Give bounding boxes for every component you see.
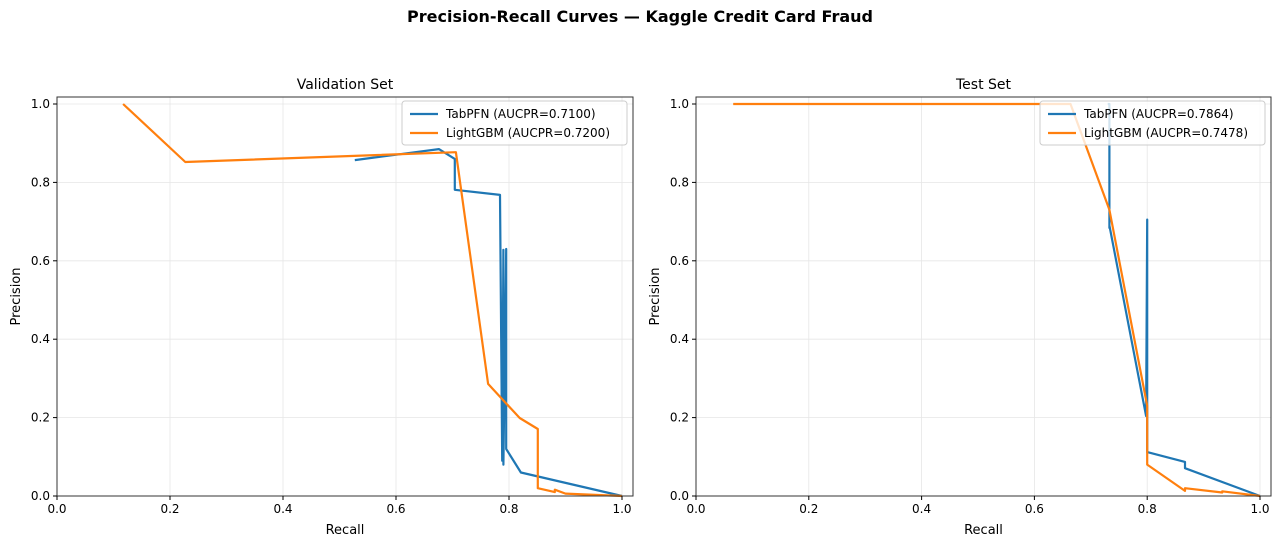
y-tick-label: 0.0 [31, 489, 50, 503]
y-axis-label: Precision [648, 267, 663, 325]
x-tick-label: 0.8 [1138, 502, 1157, 516]
x-tick-label: 1.0 [612, 502, 631, 516]
x-tick-label: 0.0 [47, 502, 66, 516]
x-tick-label: 0.0 [686, 502, 705, 516]
y-tick-label: 0.2 [31, 411, 50, 425]
figure-title: Precision-Recall Curves — Kaggle Credit … [407, 7, 873, 26]
y-tick-label: 0.2 [670, 411, 689, 425]
x-tick-label: 0.2 [799, 502, 818, 516]
x-tick-label: 0.4 [273, 502, 292, 516]
y-tick-label: 0.4 [670, 332, 689, 346]
x-tick-label: 0.8 [499, 502, 518, 516]
x-axis-label: Recall [964, 523, 1003, 538]
x-tick-label: 0.4 [912, 502, 931, 516]
y-tick-label: 0.0 [670, 489, 689, 503]
y-tick-label: 0.6 [670, 254, 689, 268]
series-line-1 [733, 102, 1261, 498]
axes-frame [56, 96, 634, 497]
x-tick-label: 1.0 [1250, 502, 1269, 516]
axes-frame [695, 96, 1272, 497]
y-tick-label: 1.0 [670, 97, 689, 111]
legend-entry: LightGBM (AUCPR=0.7478) [1084, 126, 1248, 140]
legend: TabPFN (AUCPR=0.7100) LightGBM (AUCPR=0.7… [401, 100, 628, 146]
legend-entry: TabPFN (AUCPR=0.7100) [445, 107, 596, 121]
plot-title: Test Set [955, 77, 1012, 93]
x-tick-label: 0.2 [160, 502, 179, 516]
y-tick-label: 0.8 [670, 175, 689, 189]
legend-entry: LightGBM (AUCPR=0.7200) [446, 126, 610, 140]
validation-plot: 0.0 0.2 0.4 0.6 0.8 1.0 0.0 0.2 0.4 0.6 0.8 1.0 Vali… [9, 77, 634, 538]
grid [695, 97, 1271, 497]
y-axis-label: Precision [9, 267, 24, 325]
y-tick-label: 1.0 [31, 97, 50, 111]
x-tick-label: 0.6 [1025, 502, 1044, 516]
y-tick-label: 0.6 [31, 254, 50, 268]
x-tick-label: 0.6 [386, 502, 405, 516]
test-plot: 0.0 0.2 0.4 0.6 0.8 1.0 0.0 0.2 0.4 0.6 0.8 1.0 Test… [648, 77, 1272, 538]
plot-title: Validation Set [297, 77, 394, 93]
x-axis-label: Recall [326, 523, 365, 538]
legend-entry: TabPFN (AUCPR=0.7864) [1083, 107, 1234, 121]
series-line-1 [122, 103, 623, 498]
series-line-0 [354, 148, 623, 498]
y-tick-label: 0.8 [31, 175, 50, 189]
series-line-0 [1107, 102, 1261, 498]
legend: TabPFN (AUCPR=0.7864) LightGBM (AUCPR=0.7… [1039, 100, 1266, 146]
y-tick-label: 0.4 [31, 332, 50, 346]
